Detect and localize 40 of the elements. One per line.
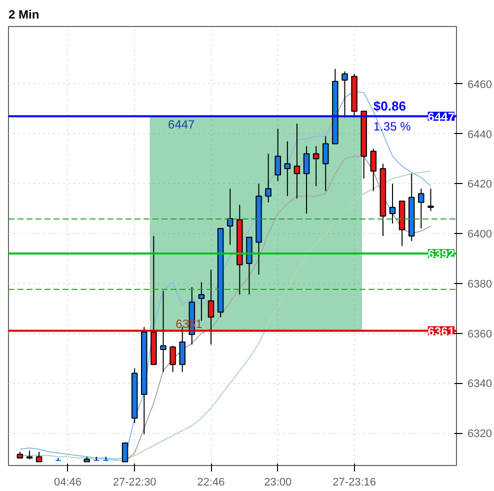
candlestick [418,188,424,230]
y-tick-label: 6440 [468,128,492,141]
candlestick [294,123,300,200]
y-tick-label: 6420 [468,178,492,191]
candlestick [342,70,348,118]
candlestick [322,136,329,192]
annotation: 1.35 % [373,119,412,134]
candlestick [389,183,396,224]
candlestick [208,269,214,346]
y-tick-label: 6340 [468,378,492,390]
candlestick [170,345,176,372]
x-tick-label: 27-22:30 [112,476,156,488]
ref-line-label: 6392 [428,246,455,261]
ref-line-label: 6447 [428,110,455,124]
candlestick [284,140,291,197]
y-tick-label: 6460 [468,78,492,91]
candlestick [226,188,234,246]
candlestick [122,442,128,462]
y-tick-label: 6380 [468,278,492,290]
candlestick [36,451,42,462]
x-tick-label: 27-23:16 [332,476,376,488]
annotation: 6447 [168,117,196,132]
x-tick-label: 23:00 [264,476,292,488]
candlestick [160,290,166,372]
candlestick [312,146,320,187]
candlestick [265,153,272,203]
candlestick [428,188,434,212]
annotation: $0.86 [373,98,406,114]
candlestick [274,128,281,182]
y-tick-label: 6400 [468,228,492,241]
chart-title: 2 Min [8,8,40,22]
y-tick-label: 6320 [468,428,492,440]
y-tick-label: 6360 [468,328,492,340]
candlestick [370,148,377,192]
x-tick-label: 22:46 [197,476,225,488]
x-tick-label: 04:46 [54,476,82,488]
candlestick [303,146,310,214]
candlestick [198,282,205,322]
candlestick [179,326,186,372]
ref-line-label: 6361 [428,324,455,338]
